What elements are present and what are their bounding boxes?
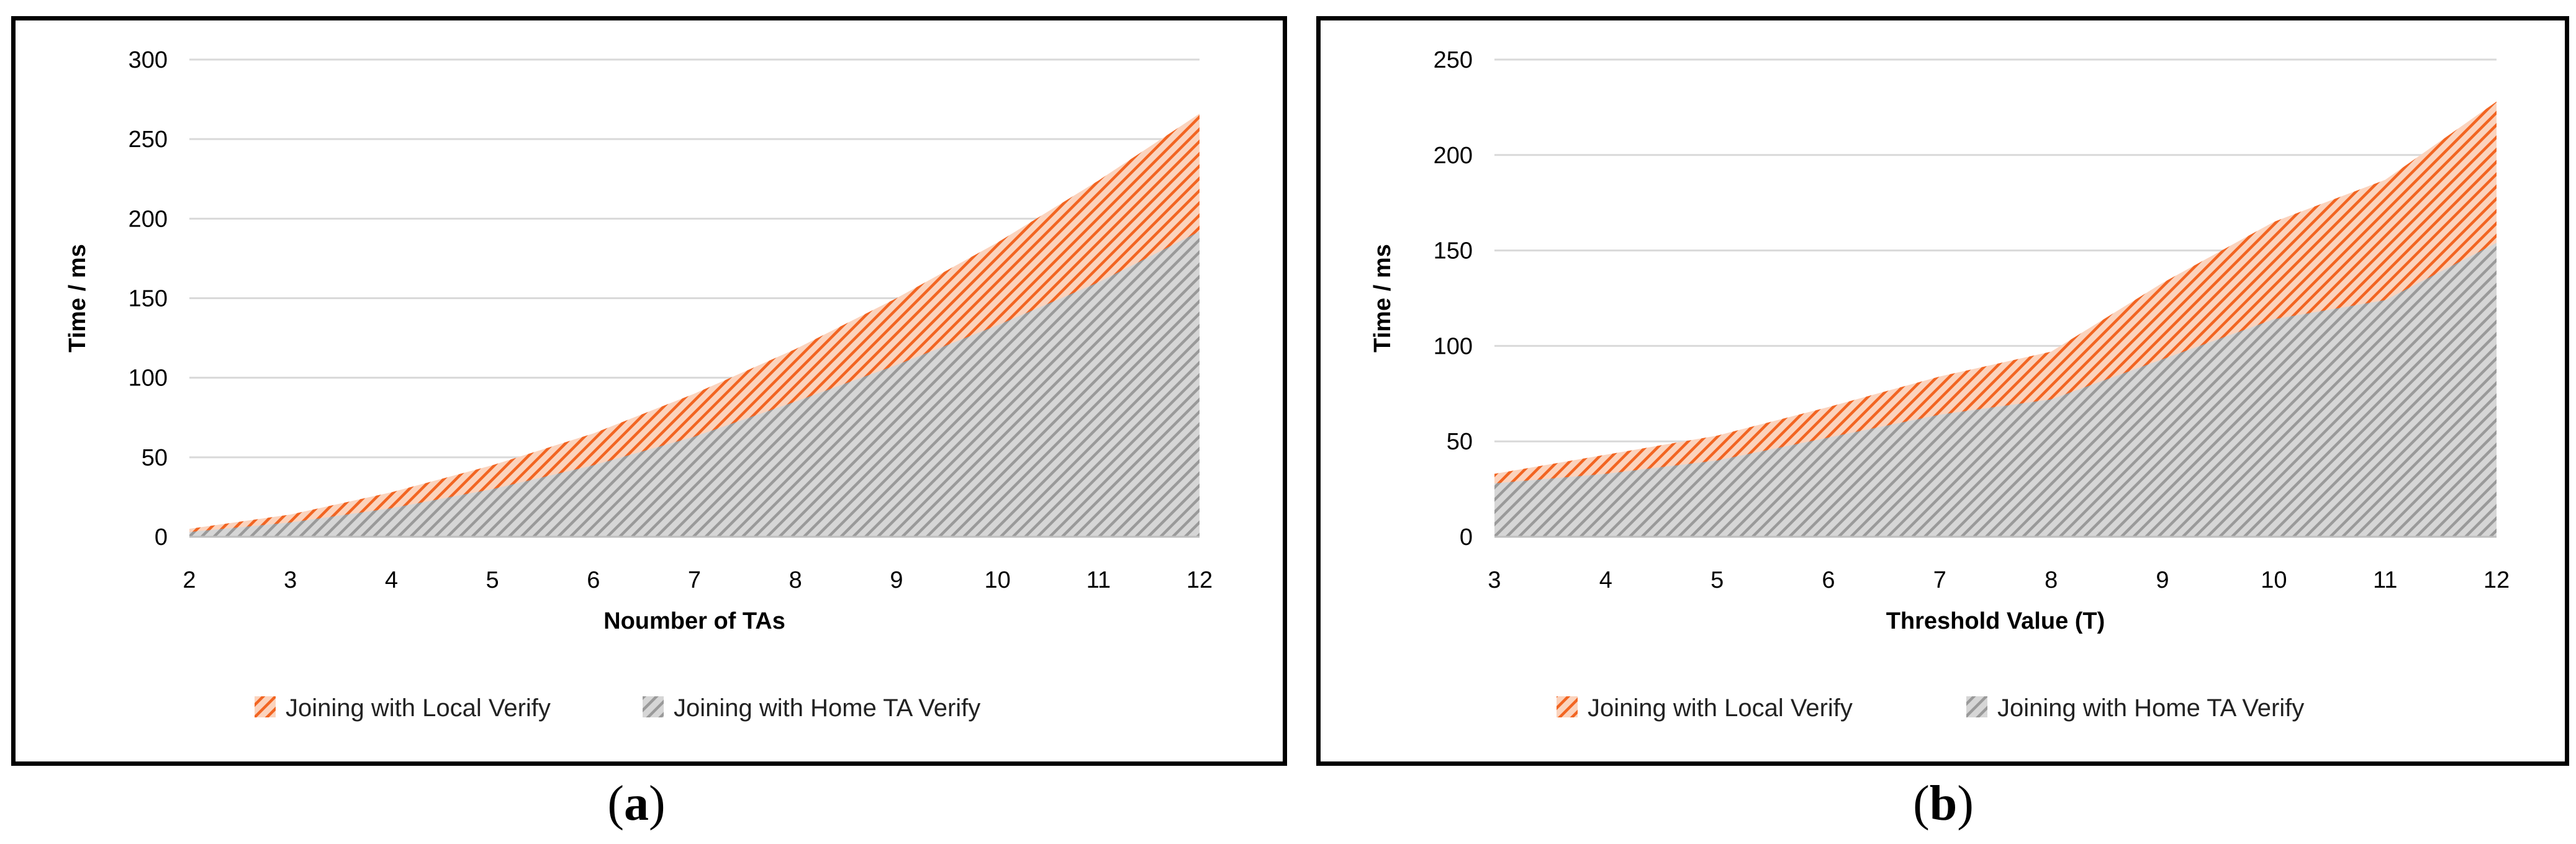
x-tick-label: 4 [1599,567,1612,593]
legend-swatch-home-ta-verify [643,696,664,717]
x-tick-label: 11 [2373,567,2397,593]
x-tick-label: 8 [789,567,802,593]
y-axis-title: Time / ms [1370,244,1396,352]
legend-swatch-local-verify [1557,696,1578,717]
x-tick-label: 12 [2483,567,2510,593]
x-tick-label: 5 [1711,567,1724,593]
chart-a-svg: 0 50 100 150 200 250 300 2 3 4 5 6 7 8 9 10 11 12 Noumber … [65,47,1213,722]
legend-label: Joining with Home TA Verify [674,694,980,722]
y-tick-label: 250 [1434,47,1473,73]
x-tick-label: 7 [688,567,701,593]
y-tick-label: 100 [129,366,168,392]
x-tick-label: 9 [2156,567,2169,593]
x-tick-label: 6 [587,567,600,593]
caption-b: (b) [1913,776,1974,831]
caption-a: (a) [607,776,666,831]
x-tick-label: 10 [2261,567,2287,593]
x-tick-label: 8 [2045,567,2058,593]
x-tick-label: 2 [183,567,196,593]
legend-label: Joining with Local Verify [1588,694,1853,722]
x-tick-label: 10 [984,567,1010,593]
y-tick-label: 50 [142,445,168,471]
x-axis-title: Threshold Value (T) [1886,608,2105,634]
chart-panel-a: 0 50 100 150 200 250 300 2 3 4 5 6 7 8 9 10 11 12 Noumber … [11,16,1287,766]
x-tick-label: 12 [1186,567,1213,593]
y-tick-label: 150 [1434,238,1473,264]
y-tick-label: 0 [155,524,168,550]
y-tick-label: 150 [129,286,168,312]
x-tick-label: 7 [1933,567,1946,593]
y-axis-title: Time / ms [65,244,91,352]
legend-label: Joining with Local Verify [286,694,551,722]
y-tick-label: 0 [1460,524,1473,550]
area-home-ta-verify [1494,243,2497,537]
x-tick-label: 5 [486,567,499,593]
x-tick-label: 9 [890,567,903,593]
y-tick-label: 300 [129,47,168,73]
area-home-ta-verify [189,231,1200,537]
x-tick-label: 3 [284,567,297,593]
chart-panel-b: 0 50 100 150 200 250 3 4 5 6 7 8 9 10 11 12 Threshold Va… [1316,16,2569,766]
legend-swatch-local-verify [255,696,276,717]
y-tick-label: 200 [1434,143,1473,169]
y-tick-label: 200 [129,206,168,232]
x-tick-label: 6 [1822,567,1835,593]
chart-b-svg: 0 50 100 150 200 250 3 4 5 6 7 8 9 10 11 12 Threshold Va… [1370,47,2510,722]
x-axis-title: Noumber of TAs [603,608,785,634]
legend-label: Joining with Home TA Verify [1997,694,2304,722]
y-tick-label: 100 [1434,333,1473,359]
y-tick-label: 250 [129,127,168,153]
legend-swatch-home-ta-verify [1966,696,1987,717]
x-tick-label: 11 [1087,567,1111,593]
y-tick-label: 50 [1447,429,1473,455]
x-tick-label: 4 [385,567,398,593]
x-tick-label: 3 [1488,567,1501,593]
